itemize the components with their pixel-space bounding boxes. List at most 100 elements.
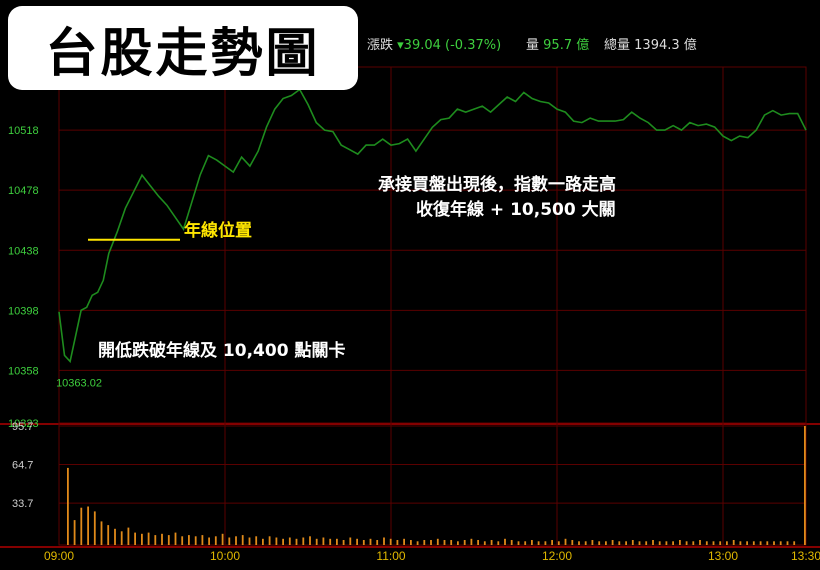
volume-tick-label: 64.7: [12, 460, 33, 472]
volume-bar: [174, 532, 177, 545]
volume-bar: [67, 467, 69, 545]
volume-bar: [625, 541, 627, 545]
volume-bar: [356, 538, 358, 545]
change-label: 漲跌: [367, 38, 394, 53]
volume-bar: [141, 533, 143, 545]
volume-bar: [369, 538, 372, 545]
volume-bar: [804, 426, 806, 545]
open-low-annotation: 開低跌破年線及 10,400 點關卡: [98, 341, 346, 361]
volume-bar: [679, 540, 681, 545]
volume-bar: [241, 535, 244, 545]
volume-bar: [134, 532, 136, 545]
volume-bar: [591, 540, 594, 545]
volume-bar: [322, 537, 325, 545]
time-tick-label: 13:00: [708, 549, 738, 563]
volume-bar: [732, 540, 735, 545]
low-value-label: 10363.02: [56, 377, 102, 389]
volume-bar: [181, 536, 184, 545]
volume-bar: [302, 537, 305, 545]
volume-bar: [557, 541, 560, 545]
volume-bar: [450, 540, 453, 545]
volume-bar: [779, 541, 782, 545]
volume-bar: [739, 541, 742, 545]
volume-bar: [712, 541, 715, 545]
time-tick-label: 12:00: [542, 549, 572, 563]
rebound-annotation-line2: 收復年線 + 10,500 大關: [416, 200, 616, 220]
volume-readout: 量 95.7 億: [526, 34, 589, 53]
volume-bar: [531, 540, 533, 545]
price-line: [58, 88, 807, 364]
volume-bar: [188, 535, 190, 545]
volume-bar: [665, 541, 668, 545]
volume-bar: [510, 540, 513, 545]
volume-bar: [470, 538, 473, 545]
volume-bar: [692, 541, 695, 545]
volume-bar: [228, 537, 231, 545]
volume-label: 量: [526, 38, 540, 53]
volume-tick-label: 95.7: [12, 421, 33, 433]
volume-bar: [685, 541, 688, 545]
volume-bar: [645, 541, 648, 545]
volume-bar: [255, 536, 258, 545]
volume-bar: [403, 538, 405, 545]
volume-bar: [147, 532, 150, 545]
price-tick-label: 10358: [8, 365, 39, 377]
volume-bar: [726, 541, 728, 545]
volume-bar: [93, 511, 96, 545]
volume-bar: [463, 540, 466, 545]
volume-bar: [564, 538, 567, 545]
volume-bar: [672, 541, 674, 545]
volume-bar: [201, 535, 204, 545]
price-tick-label: 10438: [8, 245, 39, 257]
volume-bar: [423, 540, 426, 545]
price-tick-label: 10323: [8, 418, 39, 430]
volume-bar: [376, 540, 379, 545]
volume-bar: [658, 541, 661, 545]
volume-bar: [571, 540, 574, 545]
price-tick-label: 10478: [8, 185, 39, 197]
volume-bar: [544, 541, 547, 545]
volume-bar: [208, 537, 210, 545]
volume-bar: [235, 536, 237, 545]
change-readout: 漲跌 ▾39.04 (-0.37%): [367, 34, 501, 53]
volume-bar: [275, 537, 278, 545]
volume-bar: [73, 520, 76, 545]
volume-bar: [161, 533, 163, 545]
volume-bar: [248, 537, 251, 545]
volume-bar: [396, 540, 399, 545]
title-overlay: 台股走勢圖: [8, 6, 358, 90]
change-value: ▾39.04 (-0.37%): [397, 38, 502, 53]
volume-bar: [430, 540, 432, 545]
volume-bar: [288, 537, 291, 545]
volume-bar: [746, 541, 748, 545]
volume-bar: [578, 541, 580, 545]
volume-bar: [389, 538, 392, 545]
volume-bar: [315, 538, 318, 545]
volume-bar: [618, 541, 621, 545]
volume-bar: [214, 536, 217, 545]
volume-bar: [584, 541, 587, 545]
total-label: 總量: [604, 38, 631, 53]
volume-bar: [504, 538, 506, 545]
time-tick-label: 10:00: [210, 549, 240, 563]
rebound-annotation-line1: 承接買盤出現後，指數一路走高: [378, 175, 616, 195]
volume-bar: [295, 538, 298, 545]
volume-bar: [262, 538, 264, 545]
volume-bar: [349, 537, 352, 545]
volume-bar: [107, 525, 110, 545]
volume-bar: [221, 533, 224, 545]
volume-bar: [759, 541, 762, 545]
volume-bar: [362, 540, 365, 545]
price-tick-label: 10398: [8, 305, 39, 317]
volume-bar: [436, 538, 439, 545]
time-tick-label: 09:00: [44, 549, 74, 563]
volume-bar: [154, 535, 157, 545]
volume-bar: [773, 541, 775, 545]
volume-bar: [443, 540, 446, 545]
volume-bar: [410, 540, 412, 545]
volume-bar: [611, 540, 614, 545]
total-volume-readout: 總量 1394.3 億: [604, 34, 697, 53]
volume-bar: [705, 541, 708, 545]
year-line-annotation: 年線位置: [184, 221, 252, 241]
